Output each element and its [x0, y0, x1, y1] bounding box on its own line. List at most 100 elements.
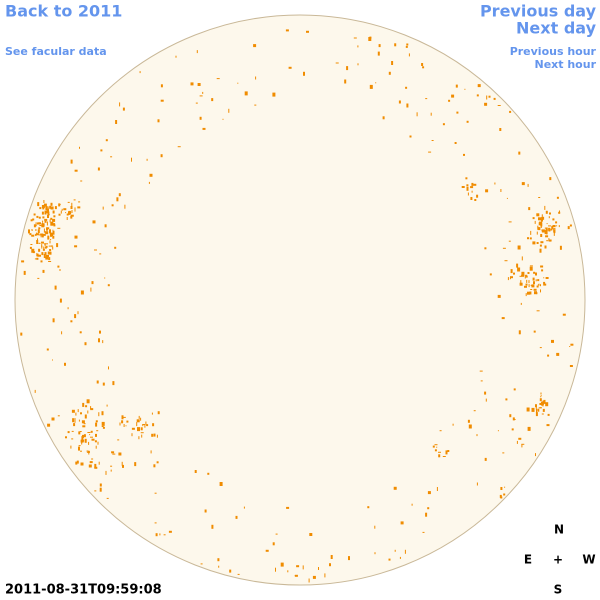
facula	[142, 424, 146, 425]
facula	[41, 252, 44, 256]
facula	[43, 206, 44, 209]
facula	[493, 97, 496, 100]
facula	[73, 423, 76, 427]
facula	[525, 283, 528, 286]
facula	[90, 287, 92, 292]
facula	[528, 284, 530, 288]
facula	[42, 223, 45, 227]
facula	[438, 451, 441, 453]
solar-disk	[14, 14, 586, 586]
facula	[199, 95, 203, 97]
facula	[467, 419, 470, 423]
facula	[98, 461, 100, 465]
facula	[519, 275, 522, 277]
facula	[47, 208, 49, 212]
facula	[144, 424, 146, 428]
facula	[79, 431, 82, 432]
facula	[543, 277, 545, 279]
facula	[253, 44, 257, 48]
facula	[421, 63, 424, 66]
facula	[142, 424, 144, 427]
facula	[222, 118, 224, 120]
facula	[520, 302, 522, 305]
facula	[497, 105, 501, 106]
facula	[218, 565, 220, 568]
facula	[50, 217, 53, 220]
facula	[84, 414, 87, 419]
facula	[335, 62, 339, 64]
facula	[43, 228, 45, 233]
facula	[43, 203, 47, 207]
back-link[interactable]: Back to 2011	[5, 2, 122, 21]
facula	[425, 512, 428, 517]
facula	[89, 461, 93, 464]
facula	[74, 207, 76, 210]
facula	[102, 382, 105, 386]
facula	[489, 273, 492, 276]
facula	[40, 234, 42, 238]
facula	[536, 409, 537, 413]
facula	[409, 135, 412, 138]
facula	[95, 433, 97, 437]
facula	[348, 556, 350, 561]
facula	[100, 149, 103, 152]
facula	[75, 412, 77, 416]
next-hour-link[interactable]: Next hour	[535, 58, 597, 71]
facula	[34, 233, 36, 236]
facula	[367, 506, 370, 509]
facula	[442, 123, 445, 126]
facula	[73, 199, 76, 201]
previous-day-link[interactable]: Previous day	[480, 2, 597, 21]
facula	[546, 424, 550, 427]
facula	[196, 50, 198, 54]
facula	[535, 412, 538, 417]
facula	[287, 570, 289, 573]
facula	[70, 320, 73, 323]
facula	[553, 232, 555, 236]
facula	[484, 247, 487, 250]
facula	[540, 395, 542, 397]
facula	[119, 422, 121, 426]
facula	[545, 235, 549, 238]
facula	[539, 244, 542, 247]
previous-hour-link[interactable]: Previous hour	[510, 45, 597, 58]
faculae	[20, 29, 574, 583]
facula	[104, 277, 106, 279]
facula	[485, 189, 489, 193]
facula	[280, 562, 284, 567]
facula	[302, 565, 304, 570]
facula	[237, 573, 240, 575]
facula	[30, 244, 33, 245]
facula	[536, 310, 540, 312]
facula	[570, 343, 574, 346]
facula	[533, 281, 535, 285]
facula	[519, 282, 523, 286]
facula	[521, 256, 523, 261]
facula	[37, 238, 38, 243]
facula	[438, 454, 441, 458]
facula	[200, 563, 203, 565]
facula	[21, 260, 25, 263]
facula	[538, 197, 541, 198]
facula	[484, 102, 488, 106]
facula	[447, 450, 450, 452]
facula	[47, 211, 50, 216]
facula	[548, 239, 552, 242]
facula	[106, 497, 109, 499]
timestamp: 2011-08-31T09:59:08	[5, 583, 162, 598]
facula	[36, 232, 38, 236]
facula	[312, 575, 316, 579]
facula	[70, 206, 73, 209]
facula	[439, 430, 442, 432]
facula	[540, 234, 543, 237]
facula	[471, 190, 473, 193]
facula	[151, 433, 154, 437]
next-day-link[interactable]: Next day	[516, 19, 597, 38]
facula	[52, 246, 54, 250]
facula	[87, 410, 89, 414]
facula	[504, 260, 508, 262]
facula	[520, 280, 522, 285]
facula	[536, 231, 538, 235]
facular-link[interactable]: See facular data	[5, 45, 107, 58]
facula	[527, 237, 529, 240]
